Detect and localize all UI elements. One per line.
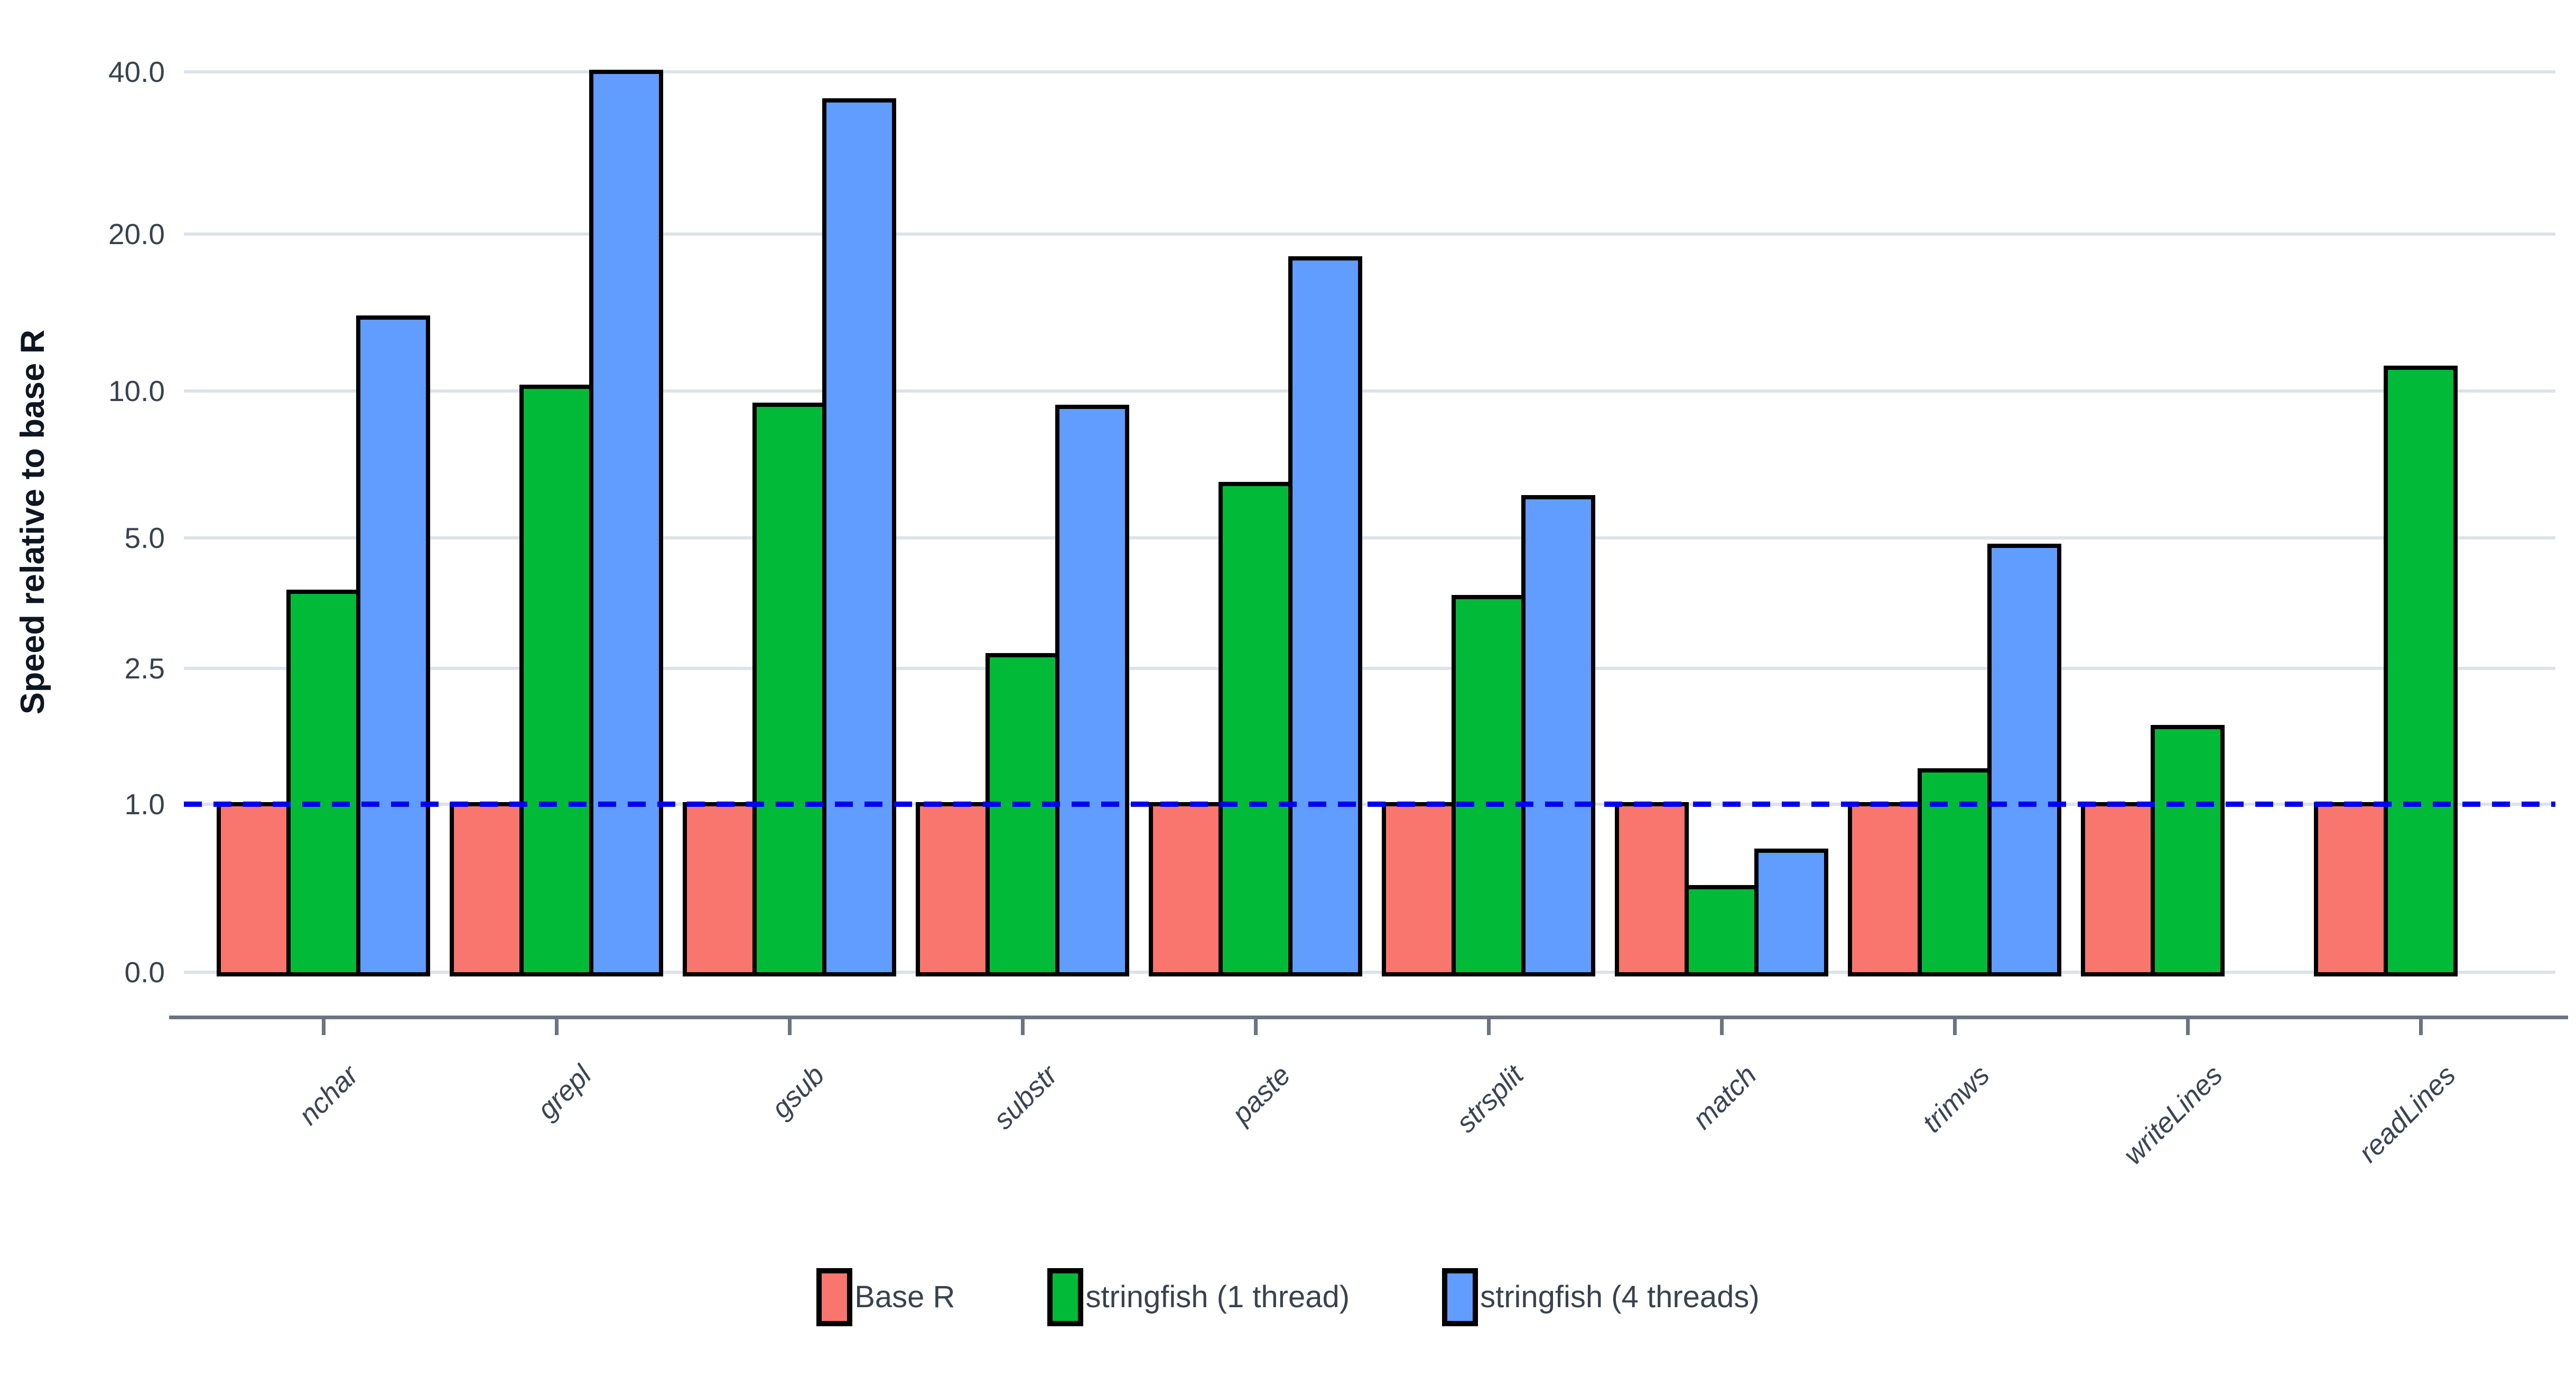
legend-item-stringfish-4-threads-: stringfish (4 threads) bbox=[1442, 1268, 1760, 1326]
gridline-0.0 bbox=[184, 971, 2555, 974]
x-tick-trimws bbox=[1953, 1019, 1957, 1035]
y-tick-label: 5.0 bbox=[124, 521, 165, 554]
legend-label: stringfish (1 thread) bbox=[1085, 1280, 1350, 1314]
bar-match-base-r bbox=[1615, 802, 1689, 976]
bar-nchar-stringfish-4-threads- bbox=[356, 315, 430, 976]
legend-swatch bbox=[816, 1268, 853, 1326]
y-tick-label: 20.0 bbox=[108, 218, 165, 251]
y-tick-label: 2.5 bbox=[124, 652, 165, 685]
x-tick-paste bbox=[1254, 1019, 1258, 1035]
x-tick-gsub bbox=[788, 1019, 792, 1035]
legend-item-stringfish-1-thread-: stringfish (1 thread) bbox=[1047, 1268, 1350, 1326]
y-tick-label: 40.0 bbox=[108, 55, 165, 89]
x-tick-writeLines bbox=[2186, 1019, 2190, 1035]
bar-writeLines-base-r bbox=[2081, 802, 2155, 976]
x-axis-line bbox=[169, 1016, 2568, 1019]
gridline-2.5 bbox=[184, 667, 2555, 671]
bar-substr-stringfish-1-thread- bbox=[985, 653, 1059, 976]
bar-writeLines-stringfish-1-thread- bbox=[2151, 724, 2225, 976]
gridline-40.0 bbox=[184, 70, 2555, 74]
bar-paste-stringfish-1-thread- bbox=[1219, 481, 1292, 976]
legend-swatch bbox=[1047, 1268, 1084, 1326]
y-tick-label: 10.0 bbox=[108, 374, 165, 407]
bar-readLines-base-r bbox=[2314, 802, 2388, 976]
bar-grepl-base-r bbox=[450, 802, 524, 976]
bar-match-stringfish-4-threads- bbox=[1754, 849, 1828, 976]
bar-gsub-stringfish-1-thread- bbox=[752, 402, 826, 976]
x-tick-readLines bbox=[2419, 1019, 2423, 1035]
bar-nchar-stringfish-1-thread- bbox=[286, 590, 360, 976]
bar-grepl-stringfish-1-thread- bbox=[519, 384, 593, 976]
bar-trimws-base-r bbox=[1848, 802, 1922, 976]
x-tick-match bbox=[1720, 1019, 1724, 1035]
x-tick-nchar bbox=[322, 1019, 326, 1035]
bar-strsplit-base-r bbox=[1382, 802, 1456, 976]
gridline-5.0 bbox=[184, 536, 2555, 539]
bar-substr-stringfish-4-threads- bbox=[1055, 405, 1129, 976]
legend-swatch bbox=[1442, 1268, 1478, 1326]
y-tick-label: 1.0 bbox=[124, 787, 165, 821]
legend-label: Base R bbox=[854, 1280, 955, 1314]
legend-item-base-r: Base R bbox=[816, 1268, 955, 1326]
bar-paste-base-r bbox=[1149, 802, 1223, 976]
x-tick-grepl bbox=[555, 1019, 559, 1035]
y-tick-label: 0.0 bbox=[124, 956, 165, 989]
bar-match-stringfish-1-thread- bbox=[1685, 885, 1759, 976]
legend-label: stringfish (4 threads) bbox=[1480, 1280, 1760, 1314]
bar-nchar-base-r bbox=[217, 802, 291, 976]
bar-gsub-base-r bbox=[683, 802, 757, 976]
reference-line-1x bbox=[184, 801, 2555, 807]
bar-readLines-stringfish-1-thread- bbox=[2384, 366, 2458, 976]
gridline-10.0 bbox=[184, 389, 2555, 393]
x-tick-substr bbox=[1021, 1019, 1025, 1035]
bar-trimws-stringfish-1-thread- bbox=[1918, 768, 1992, 976]
bar-substr-base-r bbox=[916, 802, 990, 976]
bar-grepl-stringfish-4-threads- bbox=[589, 70, 663, 976]
bar-trimws-stringfish-4-threads- bbox=[1987, 544, 2061, 976]
bar-gsub-stringfish-4-threads- bbox=[822, 98, 896, 976]
gridline-20.0 bbox=[184, 232, 2555, 236]
bar-strsplit-stringfish-1-thread- bbox=[1452, 594, 1526, 976]
x-tick-strsplit bbox=[1487, 1019, 1491, 1035]
bar-paste-stringfish-4-threads- bbox=[1288, 256, 1362, 976]
bar-strsplit-stringfish-4-threads- bbox=[1521, 495, 1595, 976]
legend: Base R stringfish (1 thread) stringfish (4… bbox=[0, 1260, 2576, 1334]
